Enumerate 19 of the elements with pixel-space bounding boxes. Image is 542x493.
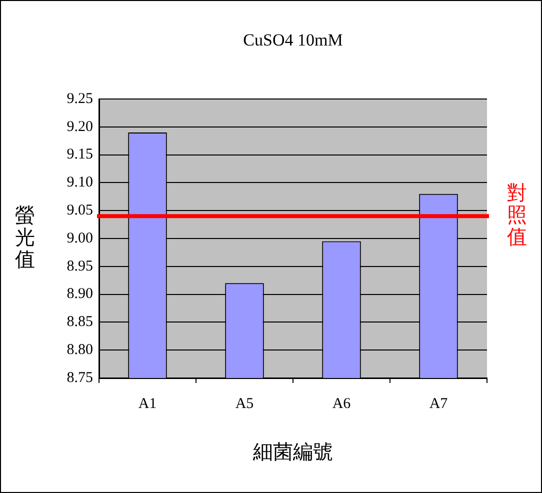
y-tick-label: 8.75 bbox=[66, 370, 93, 386]
y-tick-label: 8.90 bbox=[66, 286, 93, 302]
x-tick-label: A6 bbox=[332, 396, 352, 412]
y-tick-label: 8.95 bbox=[66, 258, 93, 274]
x-tick-label: A7 bbox=[429, 396, 448, 412]
y-tick-label: 9.25 bbox=[66, 90, 93, 107]
y-tick-label: 9.20 bbox=[66, 118, 93, 135]
y-tick-label: 9.05 bbox=[66, 202, 93, 219]
x-tick-label: A5 bbox=[235, 396, 254, 412]
y-tick-label: 8.80 bbox=[66, 342, 93, 358]
x-axis-title: 細菌編號 bbox=[252, 441, 333, 464]
y-axis-title: 螢光值 bbox=[15, 204, 35, 271]
y-tick-label: 9.00 bbox=[66, 230, 93, 246]
ref-line-label: 對照值 bbox=[507, 182, 527, 248]
x-tick-label: A1 bbox=[138, 396, 157, 412]
y-tick-label: 9.15 bbox=[66, 146, 93, 163]
y-tick-label: 9.10 bbox=[66, 174, 93, 191]
chart-title: CuSO4 10mM bbox=[243, 30, 343, 50]
y-tick-label: 8.85 bbox=[66, 314, 93, 330]
